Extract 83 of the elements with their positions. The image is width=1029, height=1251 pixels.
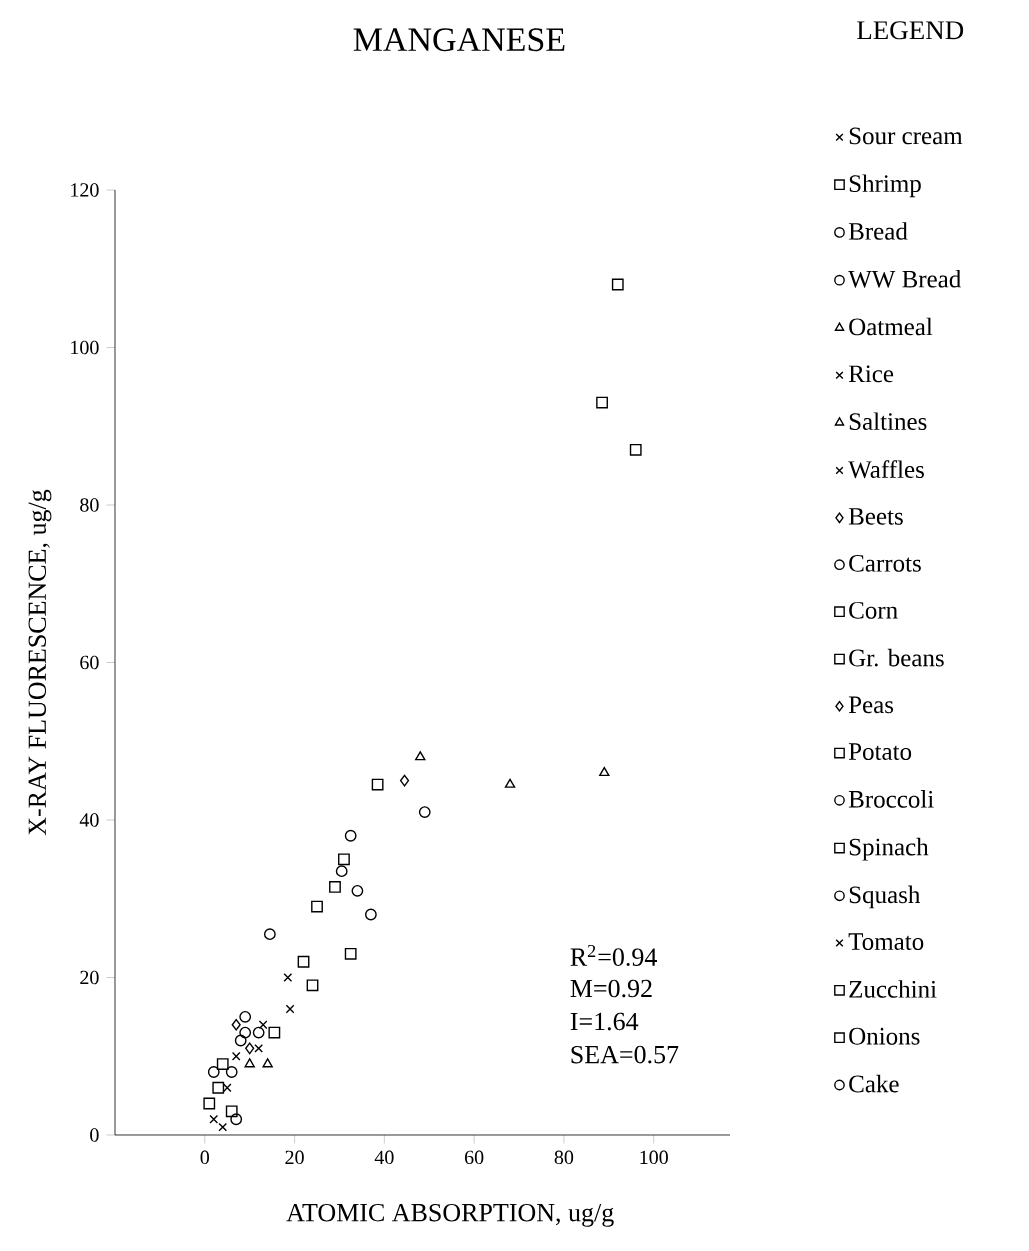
- point: [231, 1018, 241, 1031]
- legend-label: Carrots: [849, 554, 921, 572]
- legend-label: WW Bread: [848, 269, 961, 288]
- point: [231, 1051, 241, 1061]
- legend-label: Zucchini: [849, 980, 937, 998]
- point: [230, 1113, 243, 1126]
- legend-label: Beets: [848, 508, 903, 525]
- legend-label: Rice: [848, 365, 894, 383]
- point: [629, 443, 642, 456]
- point: [254, 1043, 264, 1053]
- point: [306, 979, 319, 992]
- point: [252, 1026, 265, 1039]
- legend-label: Shrimp: [849, 174, 921, 198]
- legend-label: Oatmeal: [849, 317, 933, 336]
- legend-label: Saltines: [849, 412, 927, 431]
- legend-label: Broccoli: [848, 790, 934, 808]
- y-axis-title: X-RAY FLUORESCENCE, ug/g: [28, 489, 52, 836]
- legend-label: Potato: [848, 743, 912, 760]
- y-tick-label: 60: [80, 655, 99, 670]
- point: [263, 928, 276, 941]
- point: [335, 865, 348, 878]
- point: [351, 884, 364, 897]
- legend-label: Squash: [849, 885, 921, 909]
- point: [245, 1042, 255, 1055]
- y-tick-label: 40: [79, 813, 99, 827]
- point: [329, 881, 341, 893]
- point: [244, 1058, 255, 1068]
- point: [311, 900, 323, 913]
- annotation: SEA=0.57: [571, 1045, 679, 1064]
- point: [611, 278, 624, 291]
- point: [599, 766, 610, 777]
- point: [218, 1122, 228, 1132]
- point: [239, 1010, 252, 1023]
- point: [504, 778, 516, 788]
- y-tick-label: 0: [90, 1128, 99, 1142]
- point: [418, 806, 431, 819]
- chart-title: MANGANESE: [353, 28, 565, 52]
- x-tick-label: 0: [200, 1150, 210, 1165]
- y-tick-label: 100: [71, 340, 99, 355]
- point: [415, 751, 426, 761]
- legend-label: Spinach: [849, 837, 929, 861]
- legend-label: Tomato: [848, 933, 924, 950]
- point: [225, 1066, 238, 1078]
- point: [239, 1026, 252, 1039]
- legend-label: Peas: [848, 696, 894, 714]
- x-tick-label: 80: [554, 1150, 574, 1165]
- point: [203, 1097, 216, 1110]
- x-tick-label: 100: [640, 1150, 668, 1165]
- legend-label: Cake: [849, 1074, 899, 1093]
- annotation: I=1.64: [570, 1012, 639, 1031]
- legend-label: Gr. beans: [849, 648, 944, 667]
- point: [344, 947, 357, 960]
- annotation: M=0.92: [570, 979, 652, 998]
- annotation: R$^{2}$=0.94: [570, 944, 657, 967]
- x-tick-label: 40: [374, 1150, 394, 1165]
- point: [225, 1105, 238, 1118]
- point: [283, 973, 293, 982]
- legend-title: LEGEND: [857, 21, 964, 40]
- y-tick-label: 20: [80, 970, 99, 985]
- point: [285, 1004, 295, 1014]
- point: [596, 396, 608, 409]
- point: [364, 908, 377, 921]
- point: [262, 1058, 273, 1068]
- point: [338, 853, 350, 866]
- x-tick-label: 20: [285, 1150, 304, 1165]
- y-tick-label: 120: [71, 183, 99, 197]
- point: [344, 829, 357, 842]
- legend-label: Sour cream: [849, 127, 963, 145]
- point: [234, 1034, 247, 1047]
- point: [268, 1026, 281, 1039]
- point: [399, 774, 410, 787]
- y-tick-label: 80: [80, 498, 99, 512]
- point: [258, 1020, 268, 1030]
- x-axis-title: ATOMIC ABSORPTION, ug/g: [286, 1203, 614, 1227]
- point: [297, 955, 310, 968]
- legend-label: Waffles: [848, 460, 924, 479]
- point: [209, 1114, 219, 1124]
- legend-label: Corn: [849, 601, 898, 619]
- x-tick-label: 60: [464, 1150, 484, 1165]
- legend-label: Onions: [849, 1027, 920, 1045]
- legend-label: Bread: [848, 222, 908, 240]
- point: [371, 778, 384, 791]
- point: [212, 1081, 225, 1094]
